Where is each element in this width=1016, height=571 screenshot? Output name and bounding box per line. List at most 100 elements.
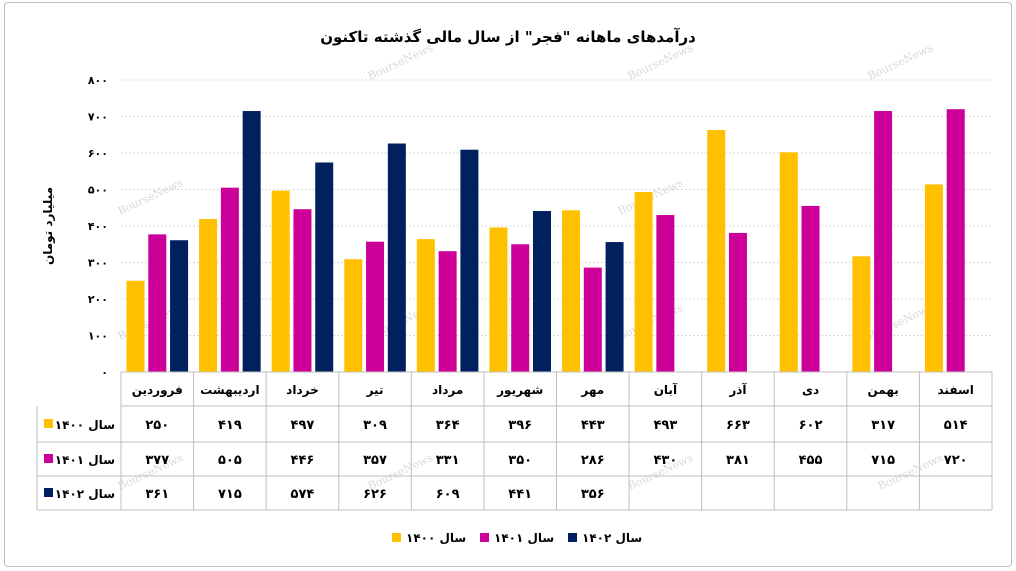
data-label: ۴۱۹: [218, 418, 242, 433]
bar: [293, 209, 312, 372]
bar: [416, 239, 435, 372]
legend-swatch: [568, 533, 577, 542]
y-axis-label: میلیارد تومان: [41, 187, 56, 265]
data-label: ۶۲۶: [363, 487, 387, 502]
y-tick-label: ۰: [101, 366, 108, 379]
data-label: ۴۹۳: [653, 418, 677, 433]
bar: [779, 152, 798, 372]
data-label: ۳۳۱: [436, 453, 460, 468]
series-row-label: سال ۱۴۰۲: [55, 487, 115, 501]
category-label: مرداد: [432, 383, 463, 397]
legend-swatch: [392, 533, 401, 542]
category-label: آبان: [654, 382, 678, 397]
y-tick-label: ۵۰۰: [88, 184, 108, 197]
data-label: ۶۰۲: [799, 418, 823, 433]
data-label: ۴۹۷: [291, 418, 315, 433]
y-tick-labels: ۰ ۱۰۰ ۲۰۰ ۳۰۰ ۴۰۰ ۵۰۰ ۶۰۰ ۷۰۰ ۸۰۰: [88, 74, 108, 379]
data-label: ۷۱۵: [218, 487, 242, 502]
bar: [707, 130, 726, 372]
series-swatch: [44, 419, 53, 428]
data-label: ۵۷۴: [291, 487, 315, 502]
category-label: آذر: [728, 382, 747, 397]
y-tick-label: ۶۰۰: [88, 147, 108, 160]
category-label: بهمن: [867, 383, 898, 397]
bar: [344, 259, 363, 372]
data-label: ۷۱۵: [871, 453, 895, 468]
bar: [438, 251, 457, 372]
bar: [583, 267, 602, 372]
data-label: ۳۰۹: [363, 418, 387, 433]
gridlines: [121, 79, 992, 336]
category-label: مهر: [580, 383, 604, 397]
data-label: ۳۷۷: [145, 453, 169, 468]
data-label: ۳۸۱: [726, 453, 750, 468]
category-label: خرداد: [286, 383, 319, 397]
bar: [170, 240, 189, 372]
data-label: ۳۱۷: [871, 418, 895, 433]
bar: [656, 215, 675, 372]
bar: [387, 143, 406, 372]
y-tick-label: ۸۰۰: [88, 74, 108, 87]
data-label: ۲۸۶: [581, 453, 605, 468]
data-label: ۵۱۴: [944, 418, 968, 433]
bar: [562, 210, 581, 372]
data-label: ۳۹۶: [508, 418, 532, 433]
y-tick-label: ۴۰۰: [88, 220, 108, 233]
y-tick-label: ۱۰۰: [88, 330, 108, 343]
y-tick-label: ۲۰۰: [88, 293, 108, 306]
data-label: ۲۵۰: [145, 418, 169, 433]
bar: [489, 227, 508, 372]
data-label: ۴۵۵: [799, 453, 823, 468]
data-label: ۶۶۳: [726, 418, 750, 433]
bar: [874, 111, 893, 373]
bar: [852, 256, 871, 372]
data-label: ۳۵۷: [363, 453, 387, 468]
bar: [126, 280, 145, 372]
bar: [220, 187, 239, 372]
y-tick-label: ۷۰۰: [88, 111, 108, 124]
y-tick-label: ۳۰۰: [88, 257, 108, 270]
data-table: فروردین اردیبهشت خرداد تیر مرداد شهریور مهر آبا…: [36, 371, 993, 511]
legend-label: سال ۱۴۰۱: [494, 531, 554, 545]
data-label: ۴۴۶: [291, 453, 315, 468]
bar: [242, 111, 261, 373]
data-label: ۳۶۱: [145, 487, 169, 502]
bar: [199, 219, 218, 372]
series-row-label: سال ۱۴۰۰: [55, 418, 115, 432]
chart-title: درآمدهای ماهانه "فجر" از سال مالی گذشته …: [320, 28, 696, 46]
bar: [728, 232, 747, 372]
bar: [148, 234, 167, 372]
watermark-text: BourseNews: [366, 41, 436, 83]
legend-swatch: [480, 533, 489, 542]
watermark-text: BourseNews: [626, 41, 696, 83]
legend-label: سال ۱۴۰۲: [582, 531, 642, 545]
bar: [460, 149, 479, 372]
bar: [315, 162, 334, 372]
bars: [126, 109, 965, 373]
data-label: ۷۲۰: [944, 453, 968, 468]
data-label: ۴۴۱: [508, 487, 532, 502]
data-label: ۳۶۴: [436, 418, 460, 433]
series-row-label: سال ۱۴۰۱: [55, 453, 115, 467]
bar: [924, 184, 943, 372]
category-label: اردیبهشت: [200, 383, 259, 397]
bar: [634, 192, 653, 372]
bar: [605, 242, 624, 372]
data-label: ۳۵۰: [508, 453, 532, 468]
data-label: ۶۰۹: [436, 487, 460, 502]
category-label: اسفند: [938, 383, 974, 397]
bar: [946, 109, 965, 372]
legend: سال ۱۴۰۰ سال ۱۴۰۱ سال ۱۴۰۲: [392, 531, 642, 545]
category-label: دی: [802, 383, 819, 397]
category-label: شهریور: [496, 383, 543, 398]
category-label: تیر: [366, 383, 384, 397]
series-swatch: [44, 454, 53, 463]
watermark-text: BourseNews: [866, 41, 936, 83]
bar: [801, 205, 820, 372]
bar: [366, 241, 385, 372]
legend-label: سال ۱۴۰۰: [406, 531, 466, 545]
bar: [271, 190, 290, 372]
category-label: فروردین: [132, 383, 183, 398]
series-swatch: [44, 488, 53, 497]
